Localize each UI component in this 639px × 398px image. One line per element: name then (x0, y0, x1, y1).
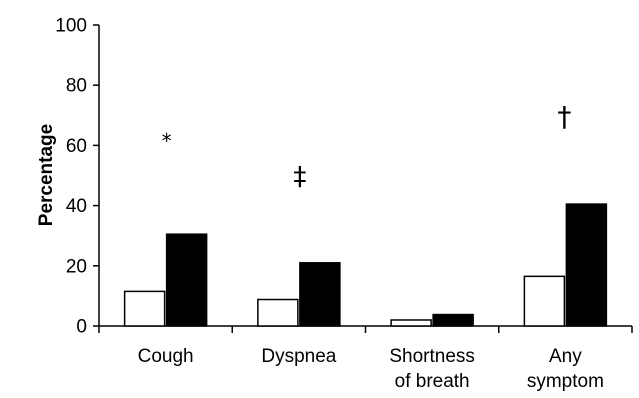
y-tick-label: 100 (55, 16, 87, 37)
x-category-label: Shortness (389, 346, 475, 367)
bar-series-2 (299, 262, 341, 327)
y-tick-label: 80 (66, 76, 87, 97)
significance-marker: † (557, 100, 571, 133)
significance-marker: ‡ (293, 162, 306, 192)
bars (123, 203, 608, 327)
x-category-label: of breath (395, 371, 470, 392)
x-category-label: Cough (138, 346, 194, 367)
bar-series-2 (565, 203, 608, 327)
bar-series-1 (123, 290, 166, 327)
x-category-label: Dyspnea (261, 346, 336, 367)
y-tick-label: 20 (66, 256, 87, 277)
bar-series-1 (523, 275, 566, 327)
x-category-label: symptom (527, 371, 604, 392)
y-tick-label: 40 (66, 196, 87, 217)
significance-marker: * (162, 129, 172, 153)
bar-series-2 (432, 313, 474, 327)
bar-series-1 (390, 319, 432, 327)
y-axis-title: Percentage (36, 124, 57, 226)
y-tick-label: 60 (66, 136, 87, 157)
labels: Cough Dyspnea Shortness of breath Any symptom… (138, 100, 604, 392)
bar-series-2 (165, 233, 208, 327)
y-tick-label: 0 (76, 317, 87, 338)
bar-series-1 (257, 298, 299, 327)
x-category-label: Any (549, 346, 582, 367)
